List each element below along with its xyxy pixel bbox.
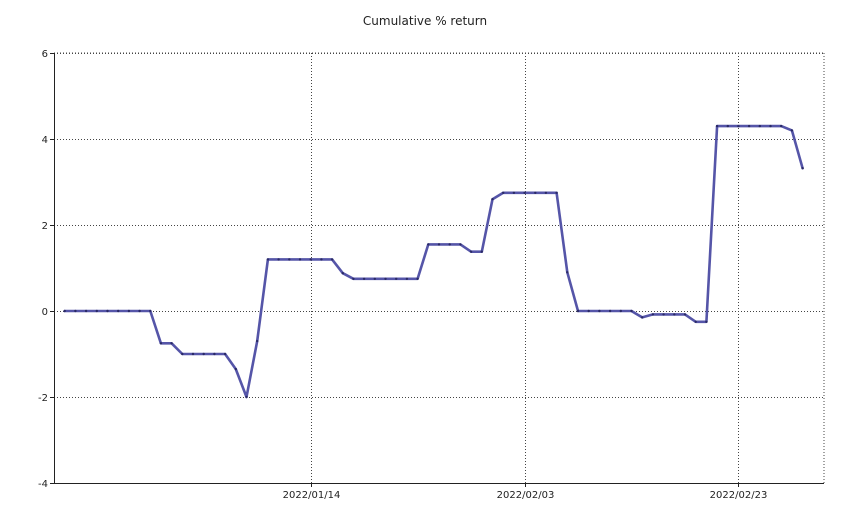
data-point [790,129,794,132]
data-point [673,313,676,316]
axes [50,53,824,487]
series-line [63,124,804,399]
data-point [405,277,409,280]
data-point [651,313,655,316]
data-point [384,277,387,280]
data-point [320,258,323,261]
data-point [491,198,494,201]
x-tick-labels: 2022/01/14 2022/02/03 2022/02/23 [283,490,768,501]
data-point [608,309,612,313]
data-point [138,309,141,313]
data-point [437,243,441,246]
y-tick-label: 6 [42,49,48,60]
data-point [448,243,451,246]
x-tick-label: 2022/02/03 [497,490,555,501]
data-point [576,309,580,313]
data-point [555,191,558,194]
data-point [330,258,334,261]
data-point [587,309,590,313]
y-tick-label: 2 [42,221,48,232]
data-point [726,124,729,128]
data-point [512,191,516,194]
data-point [362,277,366,280]
data-point [149,309,152,313]
data-point [619,309,622,313]
data-point [352,277,355,280]
y-tick-labels: -4 -2 0 2 4 6 [38,49,48,490]
data-point [469,250,473,253]
data-point [159,342,163,345]
data-point [213,352,216,356]
data-point [127,309,131,313]
data-point [705,320,708,323]
data-point [256,339,259,343]
data-point [683,313,687,316]
data-point [544,191,548,194]
plot-series [63,124,804,399]
data-point [84,309,88,313]
data-point [395,277,398,280]
data-point [715,124,719,128]
data-point [641,316,644,319]
data-point [223,352,227,356]
data-point [63,309,66,313]
data-point [245,395,248,399]
data-point [416,277,419,280]
data-point [170,342,173,345]
y-tick-label: -2 [38,393,48,404]
data-point [502,191,505,194]
data-point [202,352,205,356]
data-point [427,243,430,246]
data-point [758,124,761,128]
grid-lines [54,52,825,483]
data-point [747,124,751,128]
data-point [277,258,280,261]
data-point [769,124,772,128]
data-point [630,309,633,313]
data-point [309,258,312,261]
data-point [523,191,526,194]
data-point [234,367,237,371]
data-point [74,309,77,313]
data-point [598,309,601,313]
data-point [534,191,537,194]
data-point [298,258,302,261]
data-point [341,272,344,275]
chart-title: Cumulative % return [362,14,488,28]
data-point [480,250,483,253]
data-point [373,277,376,280]
data-point [288,258,291,261]
data-point [566,271,569,274]
y-tick-label: 0 [42,307,48,318]
data-point [191,352,195,356]
data-point [662,313,665,316]
data-point [459,243,462,246]
data-point [737,124,740,128]
data-point [181,352,184,356]
y-tick-label: 4 [42,135,48,146]
x-tick-label: 2022/01/14 [283,490,341,501]
y-tick-label: -4 [38,479,48,490]
data-point [95,309,99,313]
data-point [117,309,120,313]
data-point [266,258,270,261]
x-tick-label: 2022/02/23 [710,490,768,501]
data-point [780,124,783,128]
data-point [694,320,697,323]
data-point [801,167,804,170]
data-point [106,309,109,313]
